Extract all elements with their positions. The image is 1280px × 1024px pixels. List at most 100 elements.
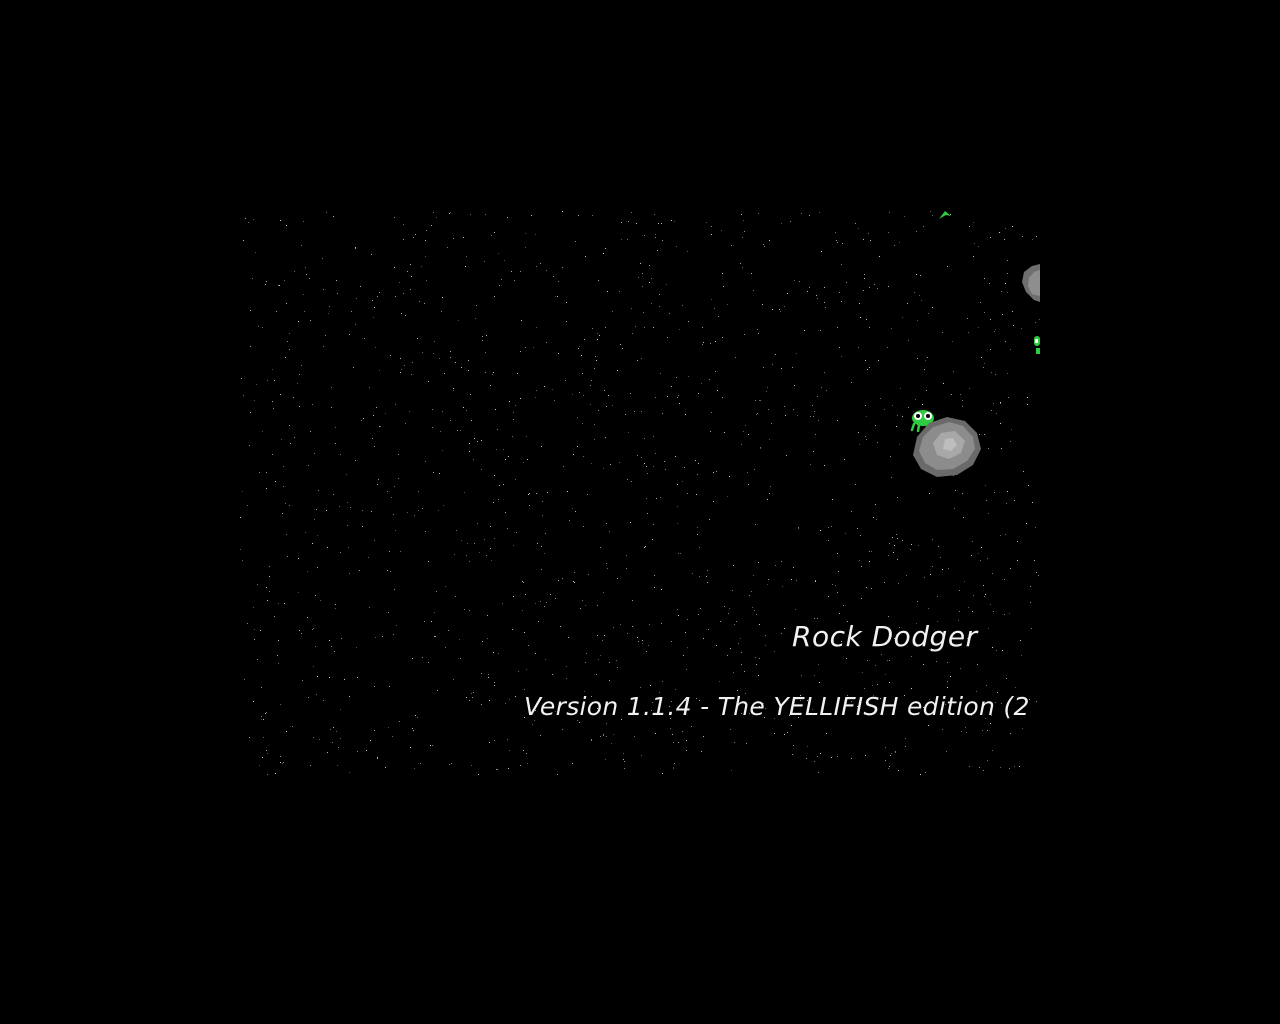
star — [894, 638, 895, 639]
star — [242, 491, 243, 492]
star — [983, 770, 984, 771]
star — [502, 603, 503, 604]
star — [425, 461, 426, 462]
star — [392, 736, 393, 737]
star — [257, 584, 258, 585]
star — [253, 219, 254, 220]
star — [899, 627, 900, 628]
star — [1001, 448, 1002, 449]
star — [528, 494, 529, 495]
star — [877, 442, 878, 443]
star — [872, 685, 873, 686]
star — [428, 381, 429, 382]
star — [800, 695, 801, 696]
star — [260, 630, 261, 631]
star — [467, 543, 468, 544]
star — [659, 294, 660, 295]
star — [837, 327, 838, 328]
star — [910, 549, 911, 550]
star — [400, 358, 401, 359]
star — [719, 681, 720, 682]
star — [813, 416, 814, 417]
star — [932, 566, 933, 567]
star — [627, 633, 628, 634]
star — [305, 532, 306, 533]
star — [507, 217, 508, 218]
star — [942, 729, 943, 730]
star — [471, 765, 472, 766]
star — [580, 608, 581, 609]
star — [431, 225, 432, 226]
star — [801, 675, 802, 676]
game-viewport[interactable]: Rock Dodger Version 1.1.4 - The YELLIFIS… — [240, 210, 1040, 775]
star — [307, 571, 308, 572]
star — [937, 596, 938, 597]
star — [459, 639, 460, 640]
star — [908, 407, 909, 408]
star — [627, 479, 628, 480]
star — [937, 621, 938, 622]
star — [757, 413, 758, 414]
star — [1001, 291, 1002, 292]
star — [843, 605, 844, 606]
star — [753, 575, 754, 576]
star — [320, 600, 321, 601]
star — [299, 630, 300, 631]
star — [950, 214, 951, 215]
star — [557, 774, 558, 775]
star — [653, 327, 654, 328]
star — [651, 710, 652, 711]
star — [986, 685, 987, 686]
star — [707, 582, 708, 583]
star — [742, 237, 743, 238]
star — [841, 301, 842, 302]
star — [439, 358, 440, 359]
star — [684, 467, 685, 468]
star — [984, 363, 985, 364]
star — [950, 640, 951, 641]
star — [709, 519, 710, 520]
star — [382, 636, 383, 637]
star — [606, 723, 607, 724]
star — [286, 731, 287, 732]
star — [396, 625, 397, 626]
star — [698, 614, 699, 615]
star — [339, 506, 340, 507]
star — [831, 757, 832, 758]
star — [655, 397, 656, 398]
star — [481, 469, 482, 470]
star — [292, 726, 293, 727]
star — [764, 246, 765, 247]
star — [929, 649, 930, 650]
star — [428, 561, 429, 562]
star — [503, 449, 504, 450]
star — [938, 546, 939, 547]
star — [562, 578, 563, 579]
star — [414, 515, 415, 516]
star — [1006, 503, 1007, 504]
star — [395, 530, 396, 531]
star — [727, 304, 728, 305]
star — [485, 372, 486, 373]
star — [280, 220, 281, 221]
star — [932, 215, 933, 216]
star — [896, 534, 897, 535]
star — [980, 560, 981, 561]
star — [968, 332, 969, 333]
star — [479, 552, 480, 553]
star — [278, 663, 279, 664]
star — [772, 364, 773, 365]
star — [754, 610, 755, 611]
star — [978, 327, 979, 328]
star — [250, 412, 251, 413]
star — [760, 448, 761, 449]
star — [919, 295, 920, 296]
star — [1008, 397, 1009, 398]
star — [765, 645, 766, 646]
star — [512, 436, 513, 437]
star — [524, 689, 525, 690]
star — [794, 385, 795, 386]
star — [655, 237, 656, 238]
star — [604, 635, 605, 636]
star — [835, 232, 836, 233]
